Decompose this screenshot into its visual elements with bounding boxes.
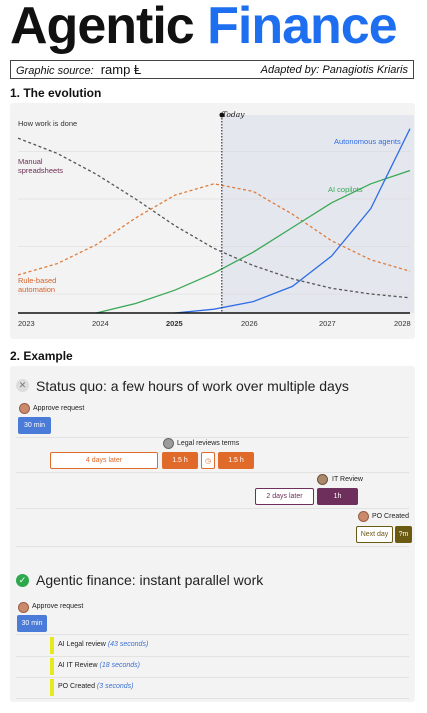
po-wait-box: Next day <box>356 526 393 543</box>
series-line-1 <box>17 183 411 276</box>
it-time-badge: 1h <box>317 488 358 505</box>
task-marker <box>50 637 54 654</box>
series-line-3 <box>174 128 411 314</box>
source-box: Graphic source: ramp Ⱡ Adapted by: Panag… <box>10 60 414 79</box>
label-rule-based: Rule-based automation <box>18 276 57 294</box>
po-created-label: PO Created <box>372 513 409 520</box>
page-title: Agentic Finance <box>10 0 398 56</box>
it-wait-box: 2 days later <box>255 488 314 505</box>
task-ai-it-review: AI IT Review (18 seconds) <box>58 662 140 669</box>
title-word-1: Agentic <box>10 0 195 55</box>
task-name: PO Created <box>58 683 95 690</box>
series-line-2 <box>96 169 411 314</box>
row-divider <box>16 472 409 473</box>
it-review-label: IT Review <box>332 476 363 483</box>
evolution-chart <box>17 112 414 314</box>
legal-wait-box: 4 days later <box>50 452 158 469</box>
avatar <box>163 438 174 449</box>
status-quo-title: Status quo: a few hours of work over mul… <box>36 378 349 394</box>
task-marker <box>50 679 54 696</box>
avatar <box>317 474 328 485</box>
label-ai-copilots: AI copilots <box>328 185 363 194</box>
title-word-2: Finance <box>207 0 397 55</box>
row-divider <box>16 698 409 699</box>
task-time: (43 seconds) <box>107 641 149 648</box>
section-1-heading: 1. The evolution <box>10 86 102 100</box>
future-region <box>221 115 414 313</box>
label-autonomous-agents: Autonomous agents <box>334 137 401 146</box>
section-2-heading: 2. Example <box>10 349 73 363</box>
example-panel <box>10 366 415 702</box>
po-time-badge: ?m <box>395 526 412 543</box>
agentic-approve-badge: 30 min <box>17 615 47 632</box>
x-tick-2024: 2024 <box>92 319 109 328</box>
task-ai-legal-review: AI Legal review (43 seconds) <box>58 641 148 648</box>
chart-ylabel: How work is done <box>18 119 78 128</box>
label-manual-spreadsheets: Manual spreadsheets <box>18 157 64 175</box>
legal-time-2: 1.5 h <box>218 452 254 469</box>
check-icon: ✓ <box>16 574 29 587</box>
agentic-title: Agentic finance: instant parallel work <box>36 572 264 588</box>
x-tick-2028: 2028 <box>394 319 411 328</box>
x-tick-2027: 2027 <box>319 319 336 328</box>
avatar <box>358 511 369 522</box>
source-brand: ramp Ⱡ <box>100 62 142 77</box>
task-marker <box>50 658 54 675</box>
x-tick-2026: 2026 <box>241 319 258 328</box>
clock-icon: ◷ <box>201 452 215 469</box>
approve-request-label: Approve request <box>33 405 85 412</box>
avatar <box>18 602 29 613</box>
source-label: Graphic source: <box>16 65 94 77</box>
task-time: (18 seconds) <box>99 662 140 669</box>
approve-time-badge: 30 min <box>18 417 51 434</box>
row-divider <box>16 546 409 547</box>
today-dot <box>219 112 225 118</box>
adapted-by: Adapted by: Panagiotis Kriaris <box>260 63 408 76</box>
task-name: AI Legal review <box>58 641 106 648</box>
series-line-0 <box>17 137 411 299</box>
row-divider <box>16 656 409 657</box>
avatar <box>19 403 30 414</box>
task-po-created: PO Created (3 seconds) <box>58 683 134 690</box>
row-divider <box>16 677 409 678</box>
x-tick-2025: 2025 <box>166 319 183 328</box>
source-credit: Graphic source: ramp Ⱡ <box>16 62 141 77</box>
row-divider <box>16 437 409 438</box>
today-label: Today <box>222 110 245 119</box>
evolution-chart-panel: How work is done Today Manual spreadshee… <box>10 103 415 339</box>
row-divider <box>16 634 409 635</box>
x-tick-2023: 2023 <box>18 319 35 328</box>
legal-reviews-label: Legal reviews terms <box>177 440 240 447</box>
task-name: AI IT Review <box>58 662 98 669</box>
agentic-approve-label: Approve request <box>32 603 84 610</box>
legal-time-1: 1.5 h <box>162 452 198 469</box>
close-icon: ✕ <box>16 379 29 392</box>
task-time: (3 seconds) <box>96 683 134 690</box>
row-divider <box>16 508 409 509</box>
